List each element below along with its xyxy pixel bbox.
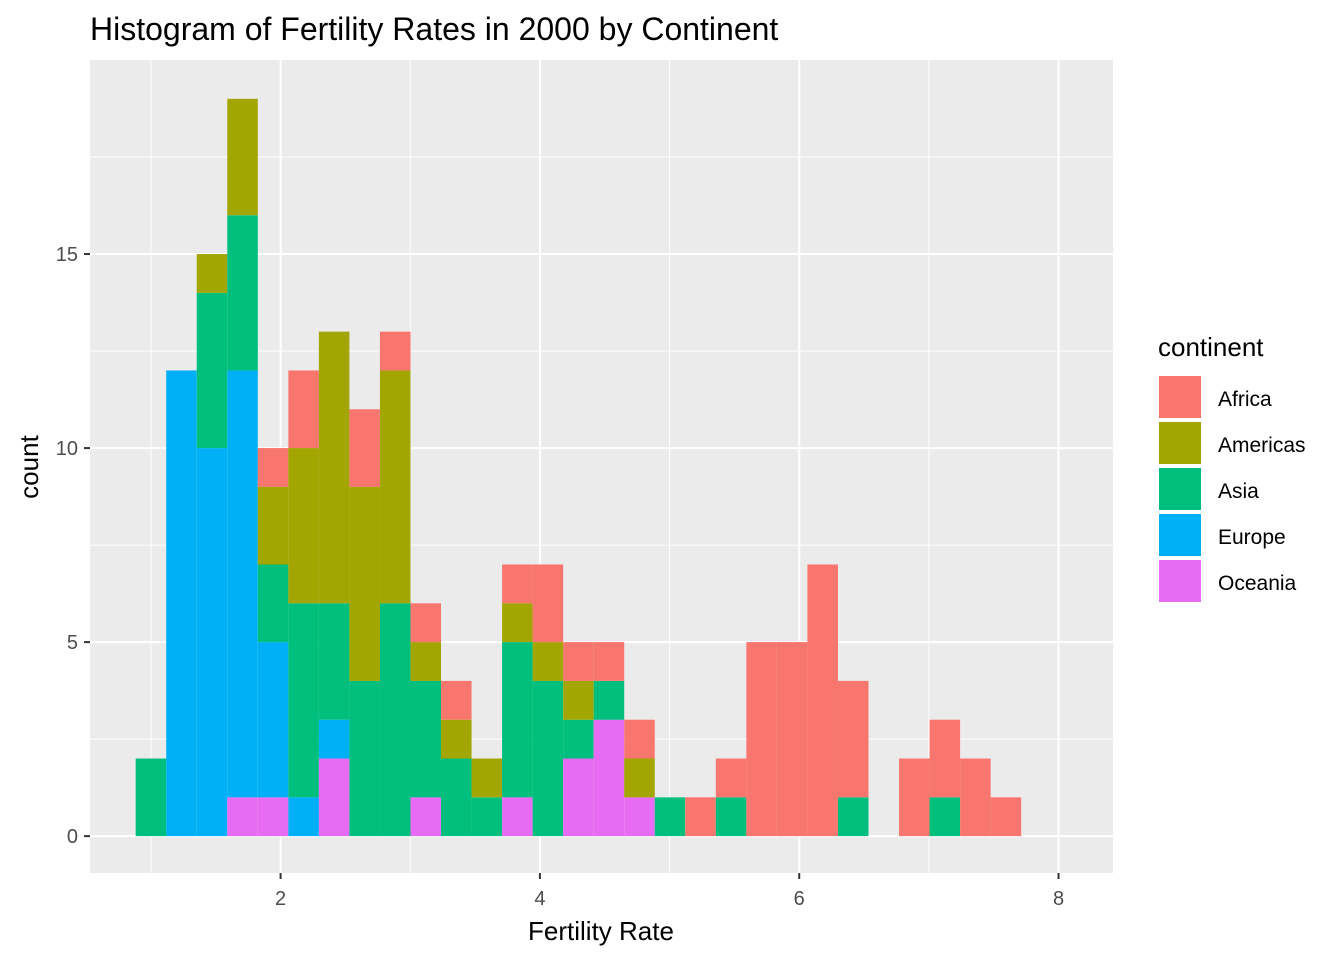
bar-americas (532, 642, 564, 681)
bar-americas (563, 680, 594, 720)
bar-europe (288, 797, 319, 837)
bar-africa (746, 642, 777, 837)
bar-europe (227, 370, 258, 798)
bar-africa (410, 603, 442, 643)
bar-oceania (318, 758, 350, 837)
bar-asia (929, 797, 961, 837)
bar-americas (379, 370, 411, 604)
bar-oceania (257, 797, 289, 837)
bar-asia (318, 603, 350, 720)
bar-asia (288, 603, 319, 798)
x-tick-label: 6 (794, 888, 805, 910)
y-axis-title: count (14, 434, 44, 498)
bar-oceania (227, 797, 258, 837)
bar-americas (441, 719, 472, 759)
legend-swatch-oceania (1159, 560, 1201, 602)
bar-americas (196, 254, 228, 293)
bar-africa (502, 564, 533, 604)
legend-swatch-europe (1159, 514, 1201, 556)
bars (135, 98, 1022, 837)
bar-asia (654, 797, 686, 837)
bar-africa (257, 448, 289, 487)
bar-africa (593, 642, 625, 681)
bar-americas (624, 758, 655, 798)
bar-africa (685, 797, 716, 837)
y-tick-label: 15 (56, 244, 78, 266)
legend-title: continent (1158, 332, 1264, 362)
bar-asia (837, 797, 869, 837)
legend-swatch-africa (1159, 376, 1201, 418)
bar-americas (318, 331, 350, 604)
y-axis: 0 5 10 15 (56, 244, 90, 848)
bar-africa (807, 564, 838, 837)
bar-africa (929, 719, 961, 798)
bar-asia (532, 680, 564, 837)
bar-oceania (563, 758, 594, 837)
bar-americas (349, 486, 380, 681)
bar-asia (196, 292, 228, 449)
bar-asia (471, 797, 503, 837)
bar-africa (288, 370, 319, 449)
legend-label-africa: Africa (1218, 388, 1272, 411)
bar-asia (349, 680, 380, 837)
bar-americas (502, 603, 533, 643)
bar-africa (624, 719, 655, 759)
legend-label-oceania: Oceania (1218, 572, 1297, 595)
legend-label-americas: Americas (1218, 434, 1306, 457)
bar-asia (257, 564, 289, 643)
bar-europe (257, 642, 289, 798)
bar-americas (257, 486, 289, 565)
bar-asia (379, 603, 411, 837)
bar-americas (471, 758, 503, 798)
bar-asia (410, 680, 442, 798)
bar-europe (196, 448, 228, 837)
bar-europe (166, 370, 197, 837)
bar-africa (960, 758, 991, 837)
x-axis-title: Fertility Rate (528, 916, 674, 946)
bar-africa (715, 758, 747, 798)
y-tick-label: 10 (56, 438, 78, 460)
bar-africa (563, 642, 594, 681)
bar-africa (532, 564, 564, 643)
bar-asia (502, 642, 533, 798)
legend: continent Africa Americas Asia Europe Oceani… (1158, 332, 1306, 602)
x-tick-label: 2 (275, 888, 286, 910)
y-tick-label: 5 (67, 632, 78, 654)
bar-americas (410, 642, 442, 681)
bar-africa (441, 680, 472, 720)
bar-asia (715, 797, 747, 837)
x-tick-label: 4 (534, 888, 545, 910)
legend-swatch-americas (1159, 422, 1201, 464)
bar-africa (349, 409, 380, 487)
bar-africa (990, 797, 1022, 837)
bar-europe (318, 719, 350, 759)
legend-label-europe: Europe (1218, 526, 1286, 549)
legend-swatch-asia (1159, 468, 1201, 510)
bar-oceania (624, 797, 655, 837)
bar-americas (288, 448, 319, 604)
bar-oceania (502, 797, 533, 837)
bar-oceania (593, 719, 625, 837)
bar-asia (227, 215, 258, 371)
bar-asia (563, 719, 594, 759)
x-tick-label: 8 (1053, 888, 1064, 910)
bar-africa (899, 758, 930, 837)
chart-title: Histogram of Fertility Rates in 2000 by … (90, 11, 778, 47)
y-tick-label: 0 (67, 826, 78, 848)
bar-oceania (410, 797, 442, 837)
bar-africa (776, 642, 808, 837)
bar-asia (135, 758, 167, 837)
legend-label-asia: Asia (1218, 480, 1259, 503)
bar-africa (379, 331, 411, 371)
bar-asia (593, 680, 625, 720)
bar-americas (227, 98, 258, 216)
x-axis: 2 4 6 8 (275, 873, 1064, 910)
bar-africa (837, 680, 869, 798)
bar-asia (441, 758, 472, 837)
